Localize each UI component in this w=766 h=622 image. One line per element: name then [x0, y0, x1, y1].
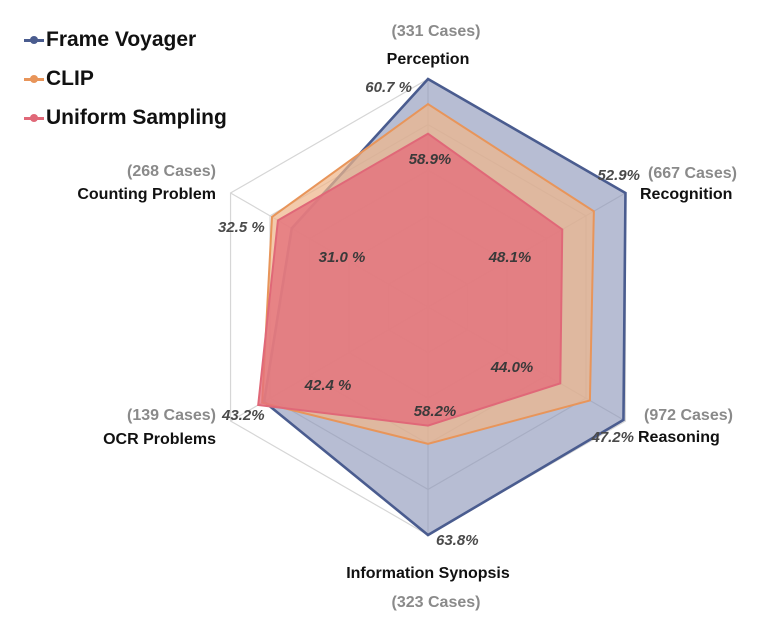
- axis-case-count: (972 Cases): [644, 407, 733, 424]
- axis-case-count: (331 Cases): [392, 23, 481, 40]
- legend: Frame Voyager CLIP Uniform Sampling: [24, 20, 227, 137]
- data-label-frame-voyager: 43.2%: [221, 407, 265, 424]
- data-label-uniform-sampling: 31.0 %: [319, 249, 366, 266]
- axis-case-count: (667 Cases): [648, 165, 737, 182]
- data-label-frame-voyager: 63.8%: [436, 532, 479, 549]
- data-label-frame-voyager: 52.9%: [597, 167, 640, 184]
- axis-label: OCR Problems: [103, 431, 216, 448]
- data-label-frame-voyager: 60.7 %: [365, 79, 412, 96]
- data-label-frame-voyager: 47.2%: [590, 429, 634, 446]
- axis-case-count: (323 Cases): [392, 594, 481, 611]
- legend-label: Frame Voyager: [46, 27, 197, 51]
- legend-item-frame-voyager: Frame Voyager: [24, 20, 227, 59]
- axis-label: Perception: [387, 51, 470, 68]
- legend-marker-icon: [24, 73, 44, 85]
- legend-dot: [30, 113, 38, 122]
- axis-label: Counting Problem: [77, 186, 216, 203]
- legend-dot: [30, 74, 38, 83]
- data-label-uniform-sampling: 58.2%: [414, 403, 457, 420]
- data-label-frame-voyager: 32.5 %: [218, 219, 265, 236]
- axis-label: Reasoning: [638, 429, 720, 446]
- axis-case-count: (139 Cases): [127, 407, 216, 424]
- legend-item-uniform-sampling: Uniform Sampling: [24, 98, 227, 137]
- series-area-uniform-sampling: [257, 132, 564, 427]
- axis-label: Information Synopsis: [346, 565, 510, 582]
- data-label-uniform-sampling: 48.1%: [488, 249, 532, 266]
- legend-marker-icon: [24, 34, 44, 46]
- legend-label: CLIP: [46, 66, 94, 90]
- legend-item-clip: CLIP: [24, 59, 227, 98]
- data-label-uniform-sampling: 58.9%: [409, 151, 452, 168]
- data-label-uniform-sampling: 44.0%: [490, 359, 534, 376]
- axis-label: Recognition: [640, 186, 732, 203]
- legend-marker-icon: [24, 112, 44, 124]
- legend-label: Uniform Sampling: [46, 105, 227, 129]
- data-label-uniform-sampling: 42.4 %: [304, 377, 352, 394]
- legend-dot: [30, 35, 38, 44]
- axis-case-count: (268 Cases): [127, 163, 216, 180]
